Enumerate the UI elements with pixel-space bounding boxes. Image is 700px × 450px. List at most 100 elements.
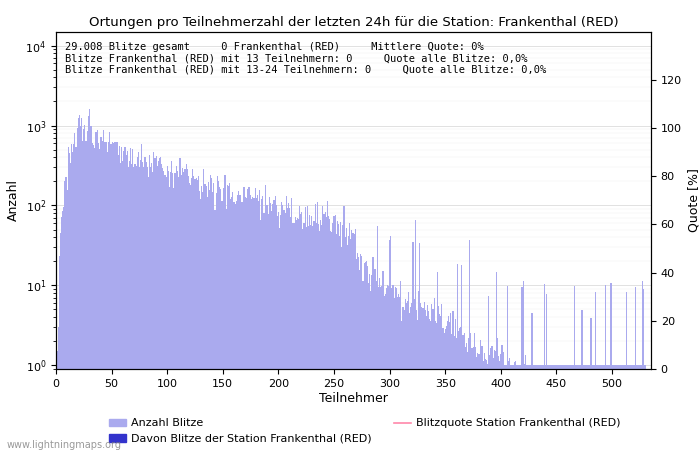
Bar (122, 161, 123, 450)
Bar (318, 224, 319, 450)
Bar (478, 354, 480, 450)
Bar (210, 175, 211, 450)
Bar (342, 225, 344, 450)
Bar (440, 316, 442, 450)
Bar (542, 365, 543, 450)
Bar (286, 196, 287, 450)
Bar (233, 202, 235, 450)
Bar (466, 343, 467, 450)
Bar (625, 365, 626, 450)
Bar (406, 303, 407, 450)
Bar (501, 345, 503, 450)
Bar (474, 333, 475, 450)
Bar (171, 162, 172, 450)
Bar (612, 365, 614, 450)
Bar (557, 365, 558, 450)
Bar (586, 365, 587, 450)
Bar (306, 227, 307, 450)
Bar (350, 238, 351, 450)
Bar (144, 157, 146, 450)
Bar (574, 286, 575, 450)
Bar (346, 245, 348, 450)
Bar (598, 365, 599, 450)
Bar (429, 319, 430, 450)
Bar (487, 364, 488, 450)
Bar (556, 365, 557, 450)
Bar (558, 365, 559, 450)
Bar (361, 256, 363, 450)
Bar (633, 365, 634, 450)
Bar (500, 354, 501, 450)
Bar (93, 145, 95, 450)
Bar (265, 205, 267, 450)
Bar (395, 288, 397, 450)
Bar (174, 173, 176, 450)
Bar (92, 143, 93, 450)
Bar (289, 207, 290, 450)
Bar (555, 365, 556, 450)
Bar (209, 190, 210, 450)
Bar (229, 183, 230, 450)
Bar (310, 225, 312, 450)
Bar (185, 169, 186, 450)
Bar (570, 365, 571, 450)
Bar (319, 230, 320, 450)
Text: www.lightningmaps.org: www.lightningmaps.org (7, 440, 122, 450)
Bar (179, 158, 180, 450)
Bar (197, 180, 198, 450)
Bar (622, 365, 624, 450)
Bar (547, 365, 548, 450)
Bar (349, 223, 350, 450)
Bar (627, 365, 628, 450)
Bar (227, 185, 228, 450)
Bar (442, 328, 444, 450)
Bar (267, 206, 268, 450)
Bar (374, 269, 376, 450)
Bar (491, 346, 493, 450)
Bar (117, 142, 118, 450)
Bar (187, 170, 188, 450)
Bar (490, 348, 491, 450)
Bar (431, 304, 433, 450)
Bar (384, 294, 386, 450)
Bar (330, 231, 331, 450)
Bar (414, 220, 416, 450)
Bar (587, 365, 588, 450)
Bar (88, 116, 89, 450)
Bar (129, 161, 130, 450)
Bar (91, 126, 92, 450)
Bar (584, 365, 586, 450)
Bar (573, 365, 574, 450)
Bar (139, 167, 140, 450)
Bar (221, 201, 223, 450)
Bar (290, 217, 291, 450)
Bar (559, 365, 561, 450)
Bar (399, 297, 400, 450)
Bar (412, 243, 414, 450)
Bar (72, 152, 74, 450)
Bar (545, 365, 546, 450)
Bar (377, 226, 378, 450)
Bar (634, 365, 635, 450)
Bar (321, 225, 323, 450)
Bar (427, 305, 428, 450)
Bar (596, 365, 597, 450)
Bar (624, 365, 625, 450)
Bar (252, 197, 253, 450)
Bar (312, 226, 314, 450)
Bar (163, 171, 164, 450)
Bar (527, 365, 528, 450)
Bar (486, 360, 487, 450)
Bar (204, 184, 206, 450)
Bar (212, 193, 214, 450)
Bar (470, 333, 471, 450)
Bar (433, 298, 435, 450)
Bar (418, 291, 419, 450)
Bar (438, 306, 439, 450)
Bar (320, 220, 321, 450)
X-axis label: Teilnehmer: Teilnehmer (319, 392, 388, 405)
Bar (592, 365, 593, 450)
Bar (69, 153, 70, 450)
Bar (423, 308, 424, 450)
Bar (118, 155, 119, 450)
